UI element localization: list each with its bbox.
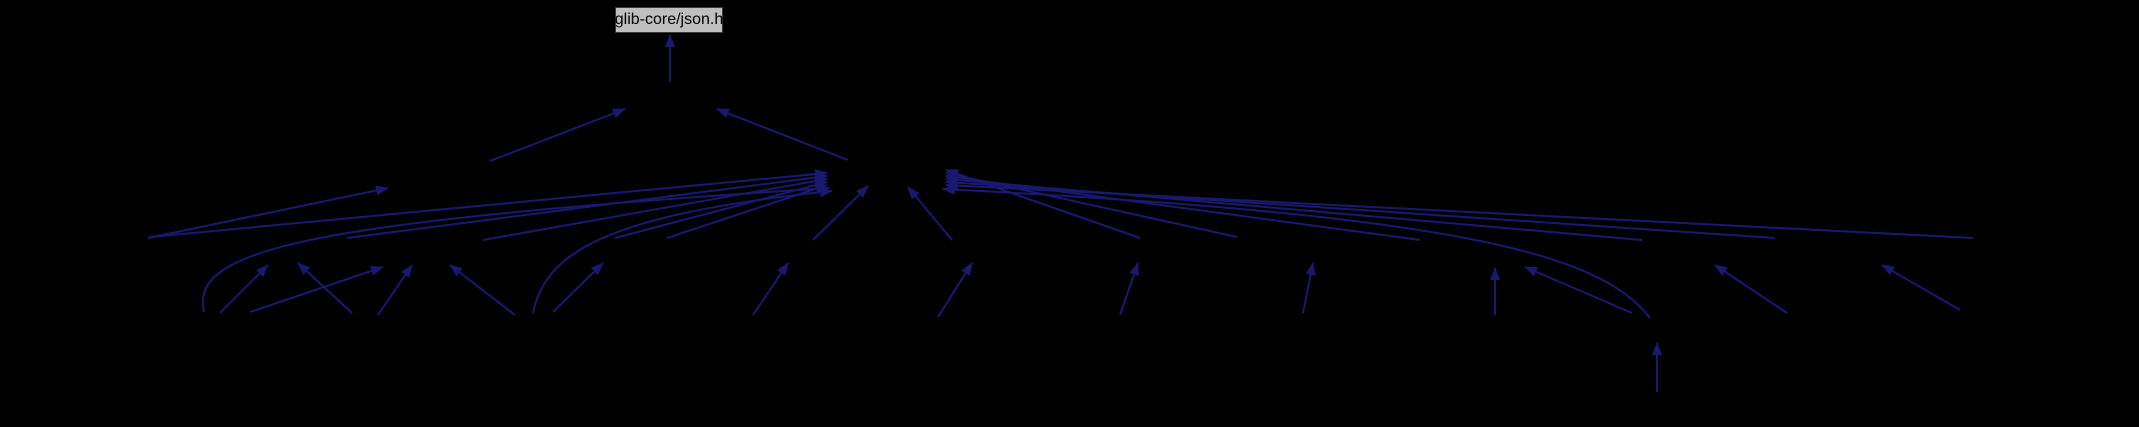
edge-row5-13 bbox=[1714, 264, 1788, 314]
edge-into-hub-right-6 bbox=[945, 180, 1974, 239]
edge-row5-6 bbox=[552, 262, 604, 313]
edge-row5-5 bbox=[449, 264, 516, 316]
edge-row5-14 bbox=[1881, 264, 1961, 311]
edge-curve-left-1 bbox=[201, 183, 830, 313]
edge-row5-10 bbox=[1302, 262, 1316, 314]
edge-into-hub-bottom-left bbox=[812, 185, 869, 241]
edge-row5-12 bbox=[1524, 266, 1633, 314]
edge-into-hub-bottom-right bbox=[907, 186, 953, 241]
edge-row5-9 bbox=[1119, 262, 1139, 316]
edge-row5-7 bbox=[752, 262, 789, 316]
edge-left-arm bbox=[489, 108, 626, 162]
edge-farleft-to-leftnode bbox=[147, 185, 389, 239]
edge-row5-3 bbox=[297, 262, 353, 314]
edge-row5-1 bbox=[219, 264, 269, 314]
edge-into-hub-right-5 bbox=[945, 177, 1776, 239]
edge-right-arm bbox=[716, 108, 849, 161]
edge-row5-8 bbox=[937, 262, 973, 318]
edge-curve-right bbox=[942, 184, 1651, 319]
edge-curve-left-2 bbox=[532, 187, 833, 314]
edge-row5-4 bbox=[377, 264, 413, 316]
node-glib-core-json-h: glib-core/json.h bbox=[615, 7, 723, 33]
edge-into-hub-left-3 bbox=[482, 176, 828, 241]
edge-into-hub-left-2 bbox=[346, 172, 828, 239]
edge-into-hub-left-1 bbox=[149, 169, 828, 238]
node-label: glib-core/json.h bbox=[614, 11, 724, 28]
edge-row5-2 bbox=[249, 266, 384, 313]
